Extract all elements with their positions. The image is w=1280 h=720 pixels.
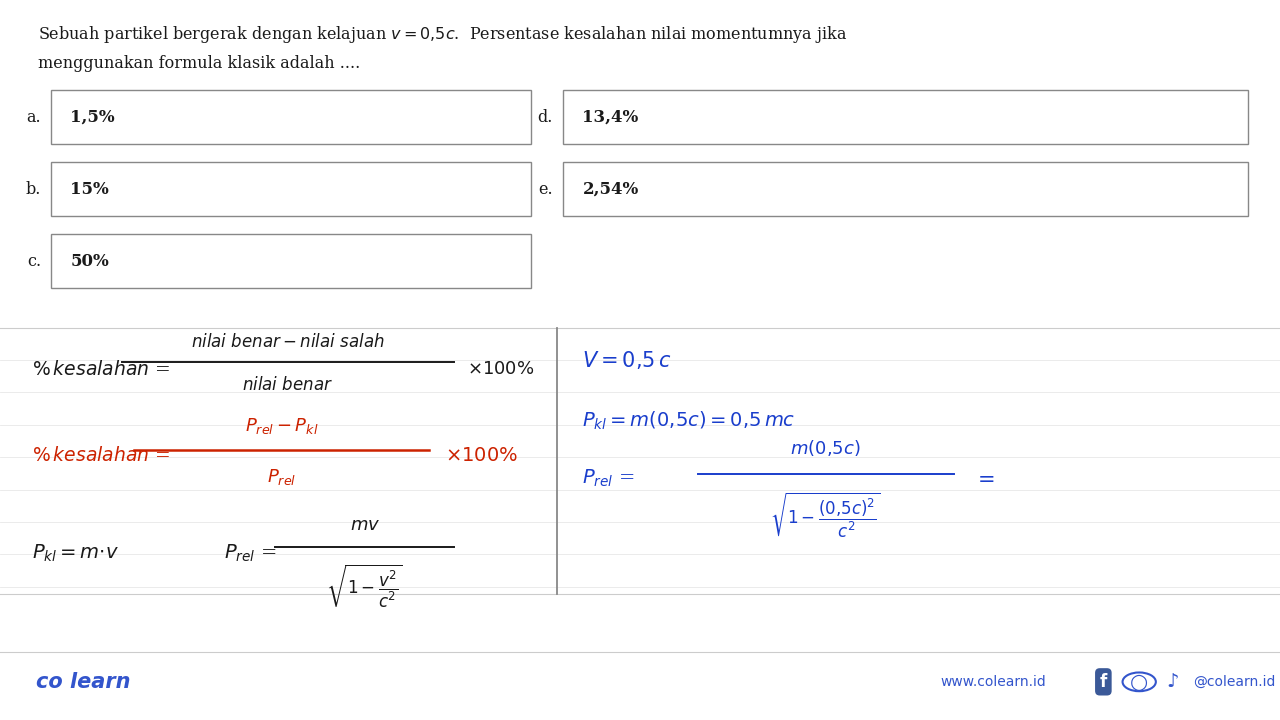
Text: $\mathit{nilai\ benar} - \mathit{nilai\ salah}$: $\mathit{nilai\ benar} - \mathit{nilai\ …	[191, 333, 385, 351]
Text: d.: d.	[538, 109, 553, 125]
Text: $m(0{,}5c)$: $m(0{,}5c)$	[790, 438, 861, 458]
Text: Sebuah partikel bergerak dengan kelajuan $v = 0{,}5c$.  Persentase kesalahan nil: Sebuah partikel bergerak dengan kelajuan…	[38, 24, 847, 45]
Text: $P_{kl} = m(0{,}5c) = 0{,}5\,mc$: $P_{kl} = m(0{,}5c) = 0{,}5\,mc$	[582, 410, 796, 432]
Text: $\%\,\mathit{kesalahan}$ =: $\%\,\mathit{kesalahan}$ =	[32, 360, 170, 379]
Text: $P_{rel}$ =: $P_{rel}$ =	[224, 542, 276, 564]
Text: c.: c.	[27, 253, 41, 269]
Text: co learn: co learn	[36, 672, 131, 692]
FancyBboxPatch shape	[51, 162, 531, 216]
Text: $\times 100\%$: $\times 100\%$	[467, 360, 535, 379]
Text: menggunakan formula klasik adalah ....: menggunakan formula klasik adalah ....	[38, 55, 361, 72]
Text: $P_{kl} = m{\cdot}v$: $P_{kl} = m{\cdot}v$	[32, 542, 119, 564]
Text: a.: a.	[27, 109, 41, 125]
FancyBboxPatch shape	[563, 162, 1248, 216]
Text: $\sqrt{1-\dfrac{v^2}{c^2}}$: $\sqrt{1-\dfrac{v^2}{c^2}}$	[326, 562, 403, 610]
Text: $\sqrt{1-\dfrac{(0{,}5c)^2}{c^2}}$: $\sqrt{1-\dfrac{(0{,}5c)^2}{c^2}}$	[771, 490, 881, 539]
Text: $\%\,\mathit{kesalahan}$ =: $\%\,\mathit{kesalahan}$ =	[32, 446, 170, 465]
Text: $P_{rel}$: $P_{rel}$	[268, 467, 296, 487]
Text: e.: e.	[539, 181, 553, 197]
Text: ○: ○	[1130, 672, 1148, 692]
Text: 1,5%: 1,5%	[70, 109, 115, 125]
Text: $V = 0{,}5\,c$: $V = 0{,}5\,c$	[582, 349, 672, 371]
Text: $=$: $=$	[973, 469, 995, 488]
FancyBboxPatch shape	[51, 234, 531, 288]
Text: 15%: 15%	[70, 181, 109, 197]
Text: $mv$: $mv$	[349, 516, 380, 534]
Text: ♪: ♪	[1166, 672, 1179, 691]
FancyBboxPatch shape	[51, 90, 531, 144]
Text: $P_{rel}$ =: $P_{rel}$ =	[582, 468, 635, 490]
Text: www.colearn.id: www.colearn.id	[941, 675, 1047, 689]
Text: 2,54%: 2,54%	[582, 181, 639, 197]
Text: $\times 100\%$: $\times 100\%$	[445, 446, 518, 465]
Text: 50%: 50%	[70, 253, 109, 269]
Text: @colearn.id: @colearn.id	[1193, 675, 1275, 689]
Text: b.: b.	[26, 181, 41, 197]
Text: f: f	[1100, 672, 1107, 691]
Text: $\mathit{nilai\ benar}$: $\mathit{nilai\ benar}$	[242, 376, 334, 394]
Text: $P_{rel} - P_{kl}$: $P_{rel} - P_{kl}$	[244, 415, 319, 436]
FancyBboxPatch shape	[563, 90, 1248, 144]
Text: 13,4%: 13,4%	[582, 109, 639, 125]
